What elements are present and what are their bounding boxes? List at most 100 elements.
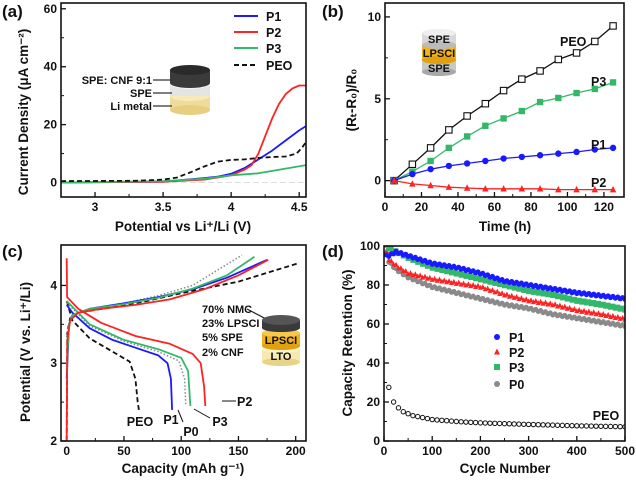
- data-point-p2: [523, 296, 529, 302]
- inset-c-spe: 5% SPE: [202, 332, 243, 344]
- data-point-p2: [456, 279, 462, 285]
- annotation-p2: P2: [591, 176, 606, 190]
- data-point-peo: [535, 421, 541, 428]
- y-tick-label: 4: [50, 278, 57, 292]
- data-point-p2: [591, 309, 597, 315]
- data-point-p3: [536, 98, 544, 106]
- data-point-p2: [388, 257, 394, 263]
- data-point-p2: [542, 299, 548, 305]
- data-point-peo: [482, 420, 488, 426]
- plot-area-d: [384, 246, 625, 430]
- chart-c: 0 50 100 150 200 2 3 4 Capacity (mAh g⁻¹) Potenti…: [18, 244, 307, 476]
- data-point-peo: [405, 411, 411, 417]
- data-point-peo: [463, 419, 469, 425]
- data-point-peo: [574, 423, 580, 429]
- series-line-p1: [393, 147, 614, 182]
- data-point-p2: [432, 275, 438, 281]
- data-point-p2: [412, 271, 418, 277]
- data-point-peo: [390, 399, 397, 405]
- data-point-p2: [436, 276, 442, 282]
- data-point-p2: [445, 183, 453, 190]
- y-tick-label: 2: [50, 434, 57, 448]
- y-tick-label: 60: [44, 2, 58, 16]
- data-point-peo: [496, 420, 503, 427]
- chart-b: 0 20 40 60 80 100 120 0 5 10 Time (h) (Rₜ-R₀)/R₀ PEO…: [344, 2, 625, 234]
- data-point-peo: [410, 412, 416, 419]
- inset-c-layer-lpscl: LPSCI: [265, 335, 297, 347]
- data-point-peo: [550, 422, 556, 428]
- annotation-peo: PEO: [127, 415, 154, 429]
- data-point-peo: [572, 49, 581, 57]
- x-axis-title: Time (h): [479, 219, 531, 234]
- data-point-peo: [443, 418, 450, 424]
- y-tick-label: 80: [367, 278, 381, 292]
- data-point-p1: [555, 150, 562, 157]
- data-point-peo: [448, 418, 455, 424]
- data-point-peo: [445, 126, 453, 134]
- data-point-p2: [398, 265, 404, 271]
- data-point-peo: [472, 419, 479, 426]
- data-point-p2: [528, 297, 534, 303]
- y-tick-label: 40: [367, 356, 381, 370]
- data-point-peo: [424, 415, 431, 422]
- cathode-edge: [262, 324, 300, 332]
- data-point-p3: [591, 85, 599, 93]
- y-tick-label: 10: [368, 10, 382, 24]
- discharge-curve-p2: [65, 258, 207, 407]
- data-point-peo: [458, 419, 464, 425]
- inset-b-label-spe-top: SPE: [428, 34, 450, 46]
- data-point-p1: [482, 157, 489, 165]
- data-point-peo: [506, 421, 513, 427]
- data-point-p2: [533, 297, 539, 303]
- data-point-p2: [595, 310, 601, 316]
- data-point-peo: [540, 422, 546, 428]
- data-point-p3: [445, 144, 453, 152]
- x-tick-label: 100: [557, 200, 577, 214]
- data-point-peo: [439, 417, 445, 424]
- inset-c-cell-stack: 70% NMC 23% LPSCI 5% SPE 2% CNF LTO LPSC…: [202, 304, 300, 366]
- data-point-p2: [451, 278, 457, 284]
- x-tick-label: 120: [594, 200, 614, 214]
- data-point-p3: [388, 246, 394, 251]
- legend-marker-p2: [494, 348, 500, 355]
- x-tick-label: 500: [615, 444, 635, 458]
- x-tick-label: 60: [488, 200, 502, 214]
- data-point-p1: [463, 160, 471, 167]
- data-point-p2: [427, 274, 433, 280]
- lto-edge: [262, 358, 300, 366]
- data-point-p2: [514, 293, 520, 299]
- data-point-peo: [516, 421, 522, 427]
- data-point-peo: [578, 423, 585, 429]
- data-point-p3: [463, 133, 471, 140]
- x-tick-label: 40: [451, 200, 465, 214]
- legend-label-p2: P2: [266, 26, 281, 40]
- annotation-p2: P2: [237, 395, 252, 409]
- inset-a-cell-stack: SPE: CNF 9:1 SPE Li metal: [82, 65, 210, 115]
- plot-area-a: [61, 84, 306, 184]
- y-tick-label: 0: [50, 176, 57, 190]
- data-point-peo: [492, 420, 498, 427]
- legend-label-p1: P1: [509, 331, 524, 345]
- lpscl-edge: [262, 342, 300, 350]
- data-point-peo: [536, 67, 544, 75]
- lpscl-edge: [422, 56, 456, 64]
- data-point-p2: [408, 270, 414, 276]
- data-point-p2: [417, 272, 423, 278]
- plot-frame: [60, 2, 307, 198]
- x-tick-label: 3: [92, 200, 99, 214]
- inset-c-lpscl: 23% LPSCI: [202, 318, 259, 330]
- x-tick-label: 4.5: [291, 200, 308, 214]
- data-point-p3: [482, 122, 489, 129]
- legend-label-peo: PEO: [266, 59, 293, 73]
- data-point-p2: [427, 181, 434, 189]
- inset-a-label-spe-cnf: SPE: CNF 9:1: [82, 75, 152, 87]
- data-point-peo: [554, 422, 561, 428]
- data-point-peo: [395, 405, 402, 411]
- plot-frame: [384, 2, 625, 198]
- x-axis-title: Cycle Number: [460, 461, 552, 476]
- inset-c-nmc: 70% NMC: [202, 304, 252, 316]
- data-point-peo: [583, 423, 590, 429]
- data-point-p2: [482, 185, 489, 192]
- inset-b-label-lpscl: LPSCI: [423, 48, 455, 60]
